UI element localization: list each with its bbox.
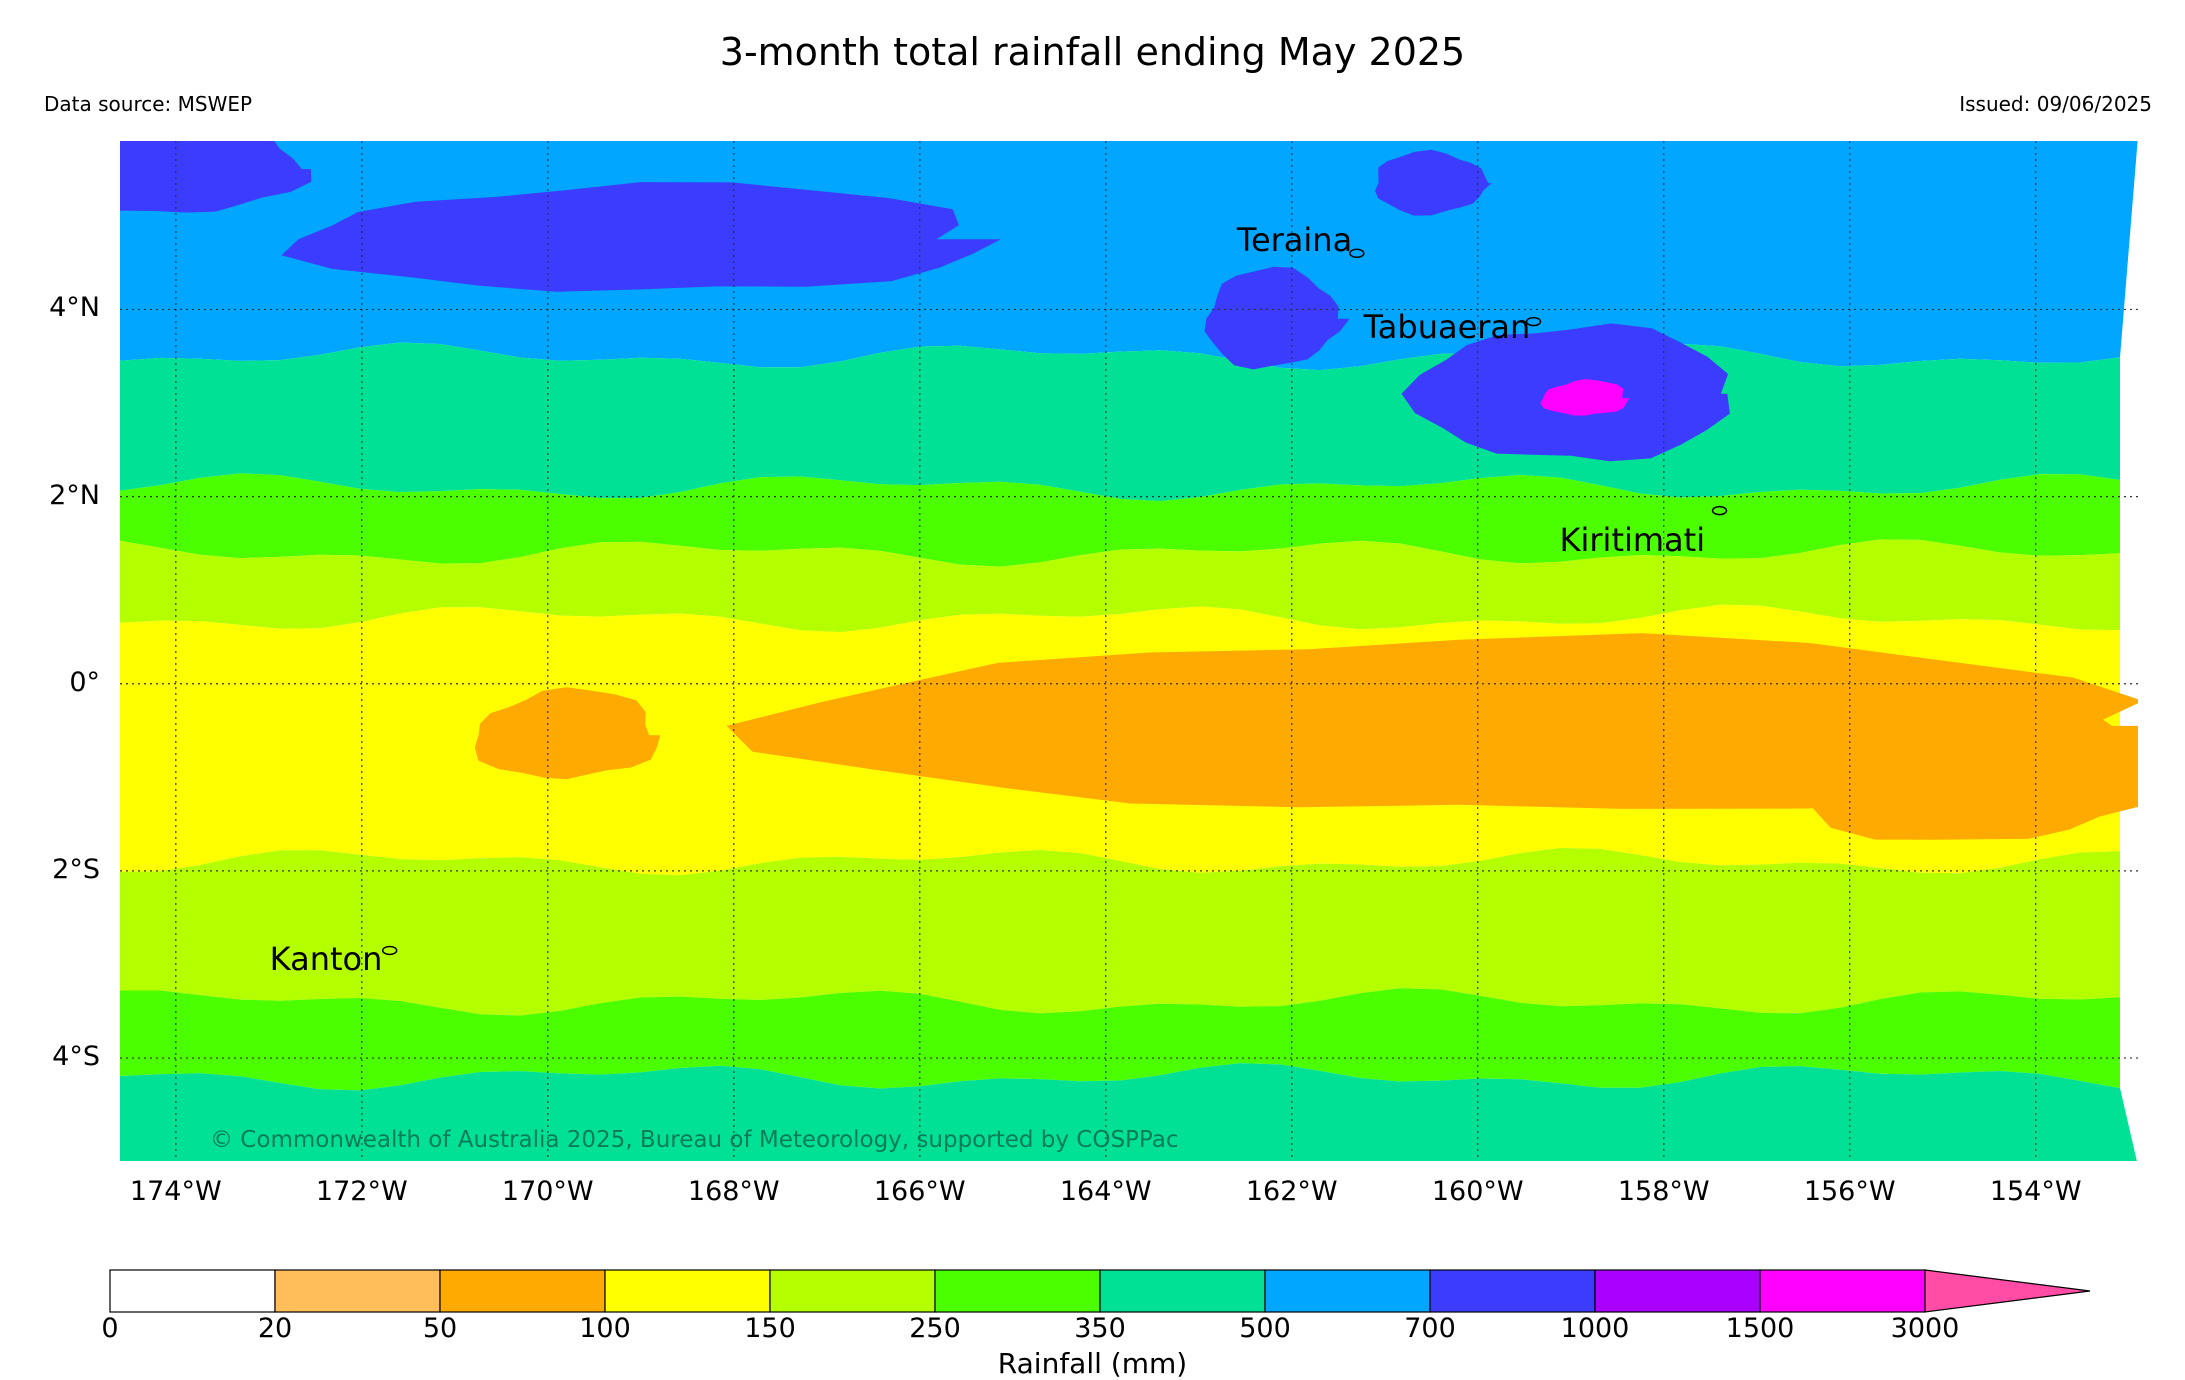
- colorbar-bin: [439, 1269, 606, 1313]
- colorbar-tick-label: 0: [101, 1313, 119, 1344]
- lon-tick-label: 164°W: [1059, 1176, 1152, 1207]
- colorbar-tick-label: 700: [1404, 1313, 1456, 1344]
- rainfall-band-350-500: [120, 342, 2120, 502]
- island-outline: [1525, 316, 1542, 327]
- lon-tick-label: 162°W: [1245, 1176, 1338, 1207]
- colorbar-bin: [934, 1269, 1101, 1313]
- colorbar-title: Rainfall (mm): [997, 1347, 1188, 1380]
- rainfall-band-350-500: [120, 1063, 2137, 1161]
- island-label: Tabuaeran: [1363, 307, 1531, 346]
- lon-tick-label: 156°W: [1803, 1176, 1896, 1207]
- rainfall-map-svg: [120, 141, 2138, 1161]
- rainfall-zone-50-100-west: [474, 687, 661, 780]
- lon-tick-label: 172°W: [315, 1176, 408, 1207]
- rainfall-zone-700-1000-center: [1204, 266, 1350, 370]
- copyright-notice: © Commonwealth of Australia 2025, Bureau…: [210, 1127, 1179, 1153]
- colorbar-tick-label: 100: [579, 1313, 631, 1344]
- data-source-label: Data source: MSWEP: [44, 92, 253, 116]
- colorbar-tick-label: 1500: [1725, 1313, 1795, 1344]
- colorbar-tick-label: 3000: [1890, 1313, 1960, 1344]
- lat-tick-label: 2°S: [52, 853, 100, 885]
- island-outline: [381, 945, 398, 956]
- rainfall-zone-700-1000-ne: [1375, 149, 1492, 216]
- issued-date-label: Issued: 09/06/2025: [1959, 92, 2152, 116]
- lon-tick-label: 154°W: [1989, 1176, 2082, 1207]
- island-outline: [1711, 505, 1728, 516]
- colorbar-bin: [769, 1269, 936, 1313]
- rainfall-band-250-350: [120, 988, 2120, 1091]
- lon-tick-label: 158°W: [1617, 1176, 1710, 1207]
- colorbar-bin: [1429, 1269, 1596, 1313]
- rainfall-band-150-250: [120, 539, 2120, 633]
- chart-title: 3-month total rainfall ending May 2025: [719, 30, 1466, 74]
- colorbar-tick-label: 250: [909, 1313, 961, 1344]
- colorbar-bin: [109, 1269, 276, 1313]
- lat-tick-label: 2°N: [49, 479, 100, 511]
- colorbar-bin: [274, 1269, 441, 1313]
- lat-tick-label: 4°N: [49, 292, 100, 324]
- colorbar-tick-label: 50: [422, 1313, 458, 1344]
- colorbar-bin: [1594, 1269, 1761, 1313]
- rainfall-zone-1500-3000: [1540, 379, 1630, 416]
- colorbar-bin: [604, 1269, 771, 1313]
- colorbar-bin: [1099, 1269, 1266, 1313]
- lat-tick-label: 4°S: [52, 1041, 100, 1073]
- island-label: Kanton: [269, 940, 383, 979]
- lon-tick-label: 170°W: [501, 1176, 594, 1207]
- colorbar-extend-arrow: [1924, 1269, 2091, 1313]
- lon-tick-label: 160°W: [1431, 1176, 1524, 1207]
- rainfall-zone-700-1000-nw: [120, 141, 312, 213]
- colorbar-bin: [1759, 1269, 1926, 1313]
- lat-tick-label: 0°: [69, 666, 100, 698]
- colorbar-tick-label: 350: [1074, 1313, 1126, 1344]
- colorbar-bin: [1264, 1269, 1431, 1313]
- colorbar-tick-label: 150: [744, 1313, 796, 1344]
- rainfall-map: [120, 141, 2138, 1161]
- rainfall-band-150-250: [120, 848, 2120, 1016]
- colorbar-tick-label: 1000: [1560, 1313, 1630, 1344]
- island-label: Kiritimati: [1559, 520, 1706, 559]
- island-outline: [1349, 248, 1365, 259]
- rainfall-zone-50-100-main: [726, 633, 2138, 809]
- lon-tick-label: 166°W: [873, 1176, 966, 1207]
- colorbar-tick-label: 500: [1239, 1313, 1291, 1344]
- lon-tick-label: 168°W: [687, 1176, 780, 1207]
- lon-tick-label: 174°W: [129, 1176, 222, 1207]
- rainfall-zone-50-100-east: [1788, 699, 2138, 840]
- island-label: Teraina: [1236, 221, 1353, 260]
- rainfall-zone-700-1000-north: [281, 182, 1001, 292]
- colorbar-tick-label: 20: [257, 1313, 293, 1344]
